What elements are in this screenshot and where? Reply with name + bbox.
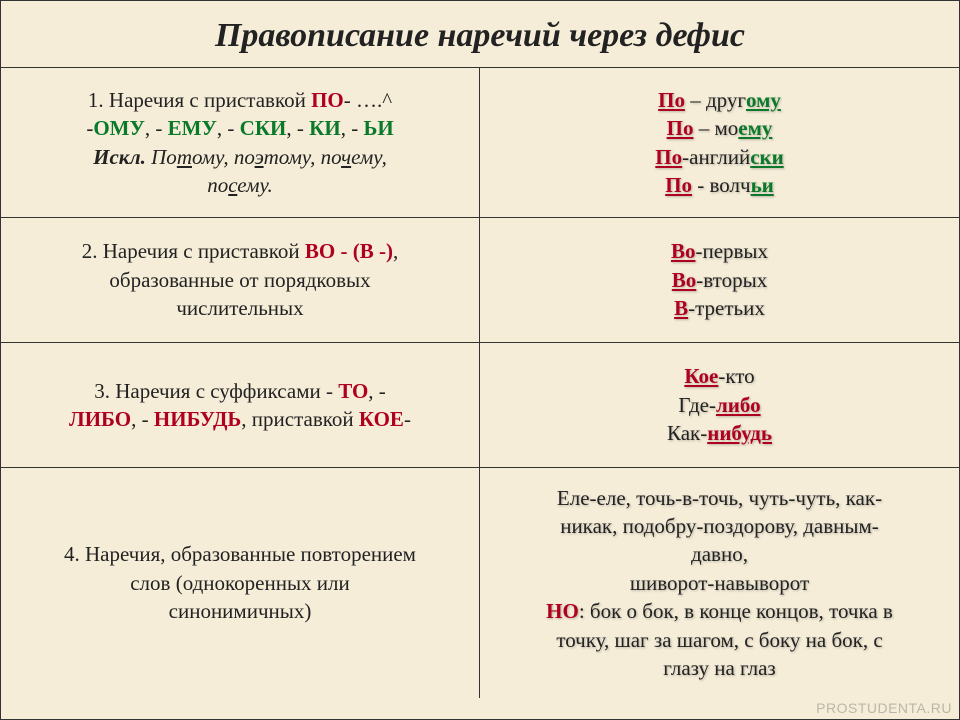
text: -вторых — [696, 268, 767, 292]
text-u: э — [255, 145, 264, 169]
suffix-nibud: НИБУДЬ — [154, 407, 241, 431]
rule-3-desc: 3. Наречия с суффиксами - ТО, - ЛИБО, - … — [1, 343, 480, 467]
text: ему. — [237, 173, 272, 197]
text: Еле-еле, точь-в-точь, чуть-чуть, как- — [498, 484, 941, 512]
rule-1-examples: По – другому По – моему По-английски По … — [480, 68, 959, 217]
text: – друг — [685, 88, 746, 112]
text: образованные от порядковых — [19, 266, 461, 294]
text: ому, по — [192, 145, 255, 169]
prefix-koe: КОЕ — [359, 407, 404, 431]
text: По — [151, 145, 177, 169]
sep: , - — [145, 116, 168, 140]
ex-suf: ьи — [751, 173, 774, 197]
suffix-omu: ОМУ — [93, 116, 145, 140]
ex-suf: ему — [738, 116, 772, 140]
suffix-to: ТО — [338, 379, 368, 403]
but-label: НО — [546, 599, 579, 623]
page: Правописание наречий через дефис 1. Наре… — [0, 0, 960, 720]
text: слов (однокоренных или — [19, 569, 461, 597]
text: числительных — [19, 294, 461, 322]
sep: , - — [368, 379, 386, 403]
text: -англий — [682, 145, 750, 169]
text: - — [404, 407, 411, 431]
text: Как- — [667, 421, 707, 445]
text-u: т — [177, 145, 192, 169]
sep: , - — [131, 407, 154, 431]
text: - волч — [692, 173, 751, 197]
rule-4-desc: 4. Наречия, образованные повторением сло… — [1, 468, 480, 698]
suffix-ki: КИ — [309, 116, 341, 140]
text: -первых — [695, 239, 768, 263]
text: , приставкой — [241, 407, 359, 431]
row-3: 3. Наречия с суффиксами - ТО, - ЛИБО, - … — [1, 343, 959, 468]
rule-2-desc: 2. Наречия с приставкой ВО - (В -), обра… — [1, 218, 480, 342]
text: 3. Наречия с суффиксами - — [94, 379, 338, 403]
text: ему, — [351, 145, 387, 169]
row-2: 2. Наречия с приставкой ВО - (В -), обра… — [1, 218, 959, 343]
rule-2-examples: Во-первых Во-вторых В-третьих — [480, 218, 959, 342]
text: шиворот-навыворот — [498, 569, 941, 597]
ex-vo: Во — [671, 239, 696, 263]
ex-suf: ому — [746, 88, 781, 112]
text: синонимичных) — [19, 597, 461, 625]
text: тому, по — [264, 145, 342, 169]
prefix-po: ПО — [311, 88, 344, 112]
sep: , - — [217, 116, 240, 140]
sep: , - — [341, 116, 364, 140]
text: : бок о бок, в конце концов, точка в — [579, 599, 893, 623]
watermark: PROSTUDENTA.RU — [816, 700, 952, 716]
ex-koe: Кое — [684, 364, 718, 388]
ex-libo: либо — [716, 393, 761, 417]
text: , — [393, 239, 398, 263]
ex-po: По — [655, 145, 682, 169]
text: никак, подобру-поздорову, давным- — [498, 512, 941, 540]
suffix-i: ЬИ — [363, 116, 393, 140]
text: 2. Наречия с приставкой — [82, 239, 305, 263]
suffix-libo: ЛИБО — [69, 407, 131, 431]
text: 4. Наречия, образованные повторением — [19, 540, 461, 568]
ex-suf: ски — [750, 145, 784, 169]
page-title: Правописание наречий через дефис — [1, 1, 959, 68]
text-u: с — [228, 173, 237, 197]
sep: , - — [286, 116, 309, 140]
ex-po: По — [665, 173, 692, 197]
text: точку, шаг за шагом, с боку на бок, с — [498, 626, 941, 654]
text-u: ч — [341, 145, 351, 169]
rule-1-desc: 1. Наречия с приставкой ПО- ….^ -ОМУ, - … — [1, 68, 480, 217]
rule-3-examples: Кое-кто Где-либо Как-нибудь — [480, 343, 959, 467]
text: – мо — [693, 116, 738, 140]
row-4: 4. Наречия, образованные повторением сло… — [1, 468, 959, 698]
text: глазу на глаз — [498, 654, 941, 682]
ex-po: По — [667, 116, 694, 140]
text: - ….^ — [344, 88, 392, 112]
suffix-ski: СКИ — [240, 116, 287, 140]
text: по — [207, 173, 228, 197]
exclusion-label: Искл. — [93, 145, 146, 169]
text: Где- — [678, 393, 716, 417]
row-1: 1. Наречия с приставкой ПО- ….^ -ОМУ, - … — [1, 68, 959, 218]
ex-nibud: нибудь — [707, 421, 772, 445]
ex-v: В — [674, 296, 688, 320]
rule-4-examples: Еле-еле, точь-в-точь, чуть-чуть, как- ни… — [480, 468, 959, 698]
text: -третьих — [688, 296, 765, 320]
text: 1. Наречия с приставкой — [88, 88, 311, 112]
text: давно, — [498, 540, 941, 568]
ex-vo: Во — [672, 268, 697, 292]
text: -кто — [718, 364, 754, 388]
suffix-emu: ЕМУ — [168, 116, 217, 140]
prefix-vo: ВО - (В -) — [305, 239, 393, 263]
ex-po: По — [658, 88, 685, 112]
